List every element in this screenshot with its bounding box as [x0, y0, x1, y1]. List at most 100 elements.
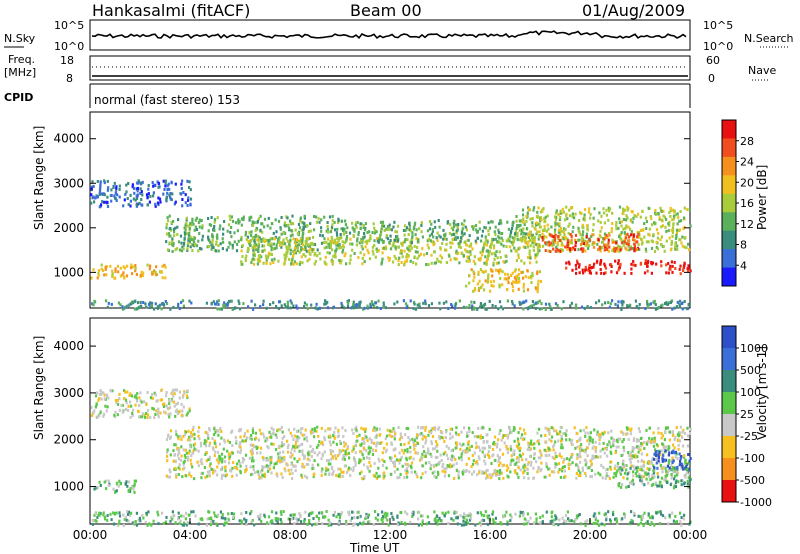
data-cell [520, 436, 523, 440]
data-cell [344, 452, 347, 455]
data-cell [527, 245, 530, 249]
data-cell [260, 255, 263, 259]
data-cell [667, 453, 670, 457]
data-cell [458, 442, 461, 446]
data-cell [235, 249, 239, 253]
data-cell [280, 440, 284, 444]
data-cell [519, 468, 522, 472]
data-cell [619, 248, 622, 252]
data-cell [411, 234, 414, 238]
data-cell [326, 306, 330, 310]
data-cell [506, 451, 510, 455]
data-cell [651, 437, 654, 441]
data-cell [412, 300, 416, 304]
data-cell [413, 255, 416, 259]
data-cell [247, 248, 250, 251]
data-cell [293, 427, 296, 431]
data-cell [98, 414, 101, 418]
data-cell [362, 224, 365, 228]
data-cell [159, 411, 162, 415]
data-cell [535, 215, 538, 219]
data-cell [547, 448, 550, 452]
data-cell [529, 238, 532, 242]
data-cell [260, 222, 263, 226]
data-cell [166, 450, 169, 454]
data-cell [227, 223, 231, 227]
data-cell [118, 519, 121, 523]
data-cell [439, 453, 442, 457]
data-cell [452, 455, 455, 459]
data-cell [451, 448, 454, 452]
data-cell [566, 247, 569, 251]
data-cell [661, 457, 664, 461]
data-cell [337, 434, 340, 438]
data-cell [428, 227, 432, 231]
data-cell [246, 235, 250, 239]
data-cell [239, 448, 242, 452]
data-cell [536, 300, 539, 304]
data-cell [685, 471, 688, 475]
data-cell [165, 196, 168, 200]
data-cell [668, 223, 671, 227]
data-cell [460, 222, 464, 226]
data-cell [133, 191, 136, 195]
data-cell [558, 452, 561, 456]
data-cell [286, 306, 289, 310]
data-cell [422, 426, 425, 430]
data-cell [460, 443, 463, 447]
data-cell [606, 248, 609, 251]
data-cell [368, 257, 372, 261]
data-cell [244, 470, 247, 474]
data-cell [324, 472, 327, 476]
data-cell [537, 242, 540, 246]
data-cell [343, 227, 346, 231]
data-cell [670, 260, 673, 264]
data-cell [115, 187, 118, 191]
data-cell [506, 272, 509, 276]
data-cell [173, 388, 177, 392]
data-cell [497, 463, 501, 467]
data-cell [134, 198, 137, 202]
data-cell [433, 220, 436, 224]
data-cell [197, 430, 200, 434]
data-cell [478, 448, 482, 452]
data-cell [193, 228, 196, 232]
data-cell [173, 234, 176, 238]
data-cell [593, 207, 596, 211]
data-cell [500, 471, 503, 475]
data-cell [472, 270, 475, 274]
data-cell [349, 254, 352, 258]
data-cell [599, 249, 602, 253]
data-cell [406, 475, 409, 479]
data-cell [686, 479, 689, 483]
data-cell [588, 238, 591, 242]
data-cell [128, 303, 131, 307]
data-cell [161, 276, 164, 280]
data-cell [150, 270, 153, 274]
data-cell [331, 454, 334, 458]
data-cell [219, 427, 222, 430]
data-cell [361, 262, 364, 266]
data-cell [455, 462, 458, 465]
data-cell [329, 230, 333, 234]
data-cell [289, 219, 292, 223]
data-cell [630, 233, 633, 237]
data-cell [650, 223, 654, 227]
data-cell [603, 272, 606, 276]
data-cell [633, 513, 636, 517]
data-cell [289, 221, 292, 225]
data-cell [452, 237, 455, 241]
data-cell [413, 439, 416, 443]
data-cell [94, 196, 97, 200]
data-cell [217, 249, 220, 253]
data-cell [492, 284, 495, 288]
data-cell [187, 242, 190, 246]
data-cell [449, 223, 452, 226]
data-cell [684, 459, 687, 463]
data-cell [620, 224, 623, 228]
data-cell [392, 243, 395, 247]
data-cell [637, 243, 640, 247]
data-cell [629, 247, 632, 251]
data-cell [541, 229, 544, 232]
data-cell [326, 459, 329, 463]
